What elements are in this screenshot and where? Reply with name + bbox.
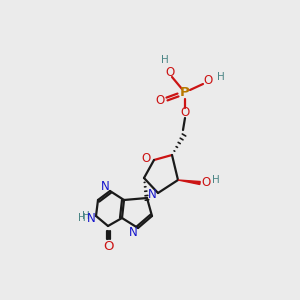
Text: O: O [201,176,211,190]
Text: O: O [165,65,175,79]
Text: H: H [161,55,169,65]
Text: N: N [129,226,137,238]
Text: O: O [203,74,213,86]
Text: H: H [212,175,220,185]
Text: H: H [82,211,90,221]
Text: O: O [155,94,165,106]
Text: O: O [103,239,113,253]
Text: H: H [217,72,225,82]
Text: N: N [87,212,95,224]
Text: O: O [180,106,190,119]
Text: H: H [78,213,86,223]
Text: P: P [180,86,190,100]
Text: O: O [141,152,151,164]
Polygon shape [178,180,200,184]
Text: N: N [100,181,109,194]
Text: N: N [148,188,156,200]
